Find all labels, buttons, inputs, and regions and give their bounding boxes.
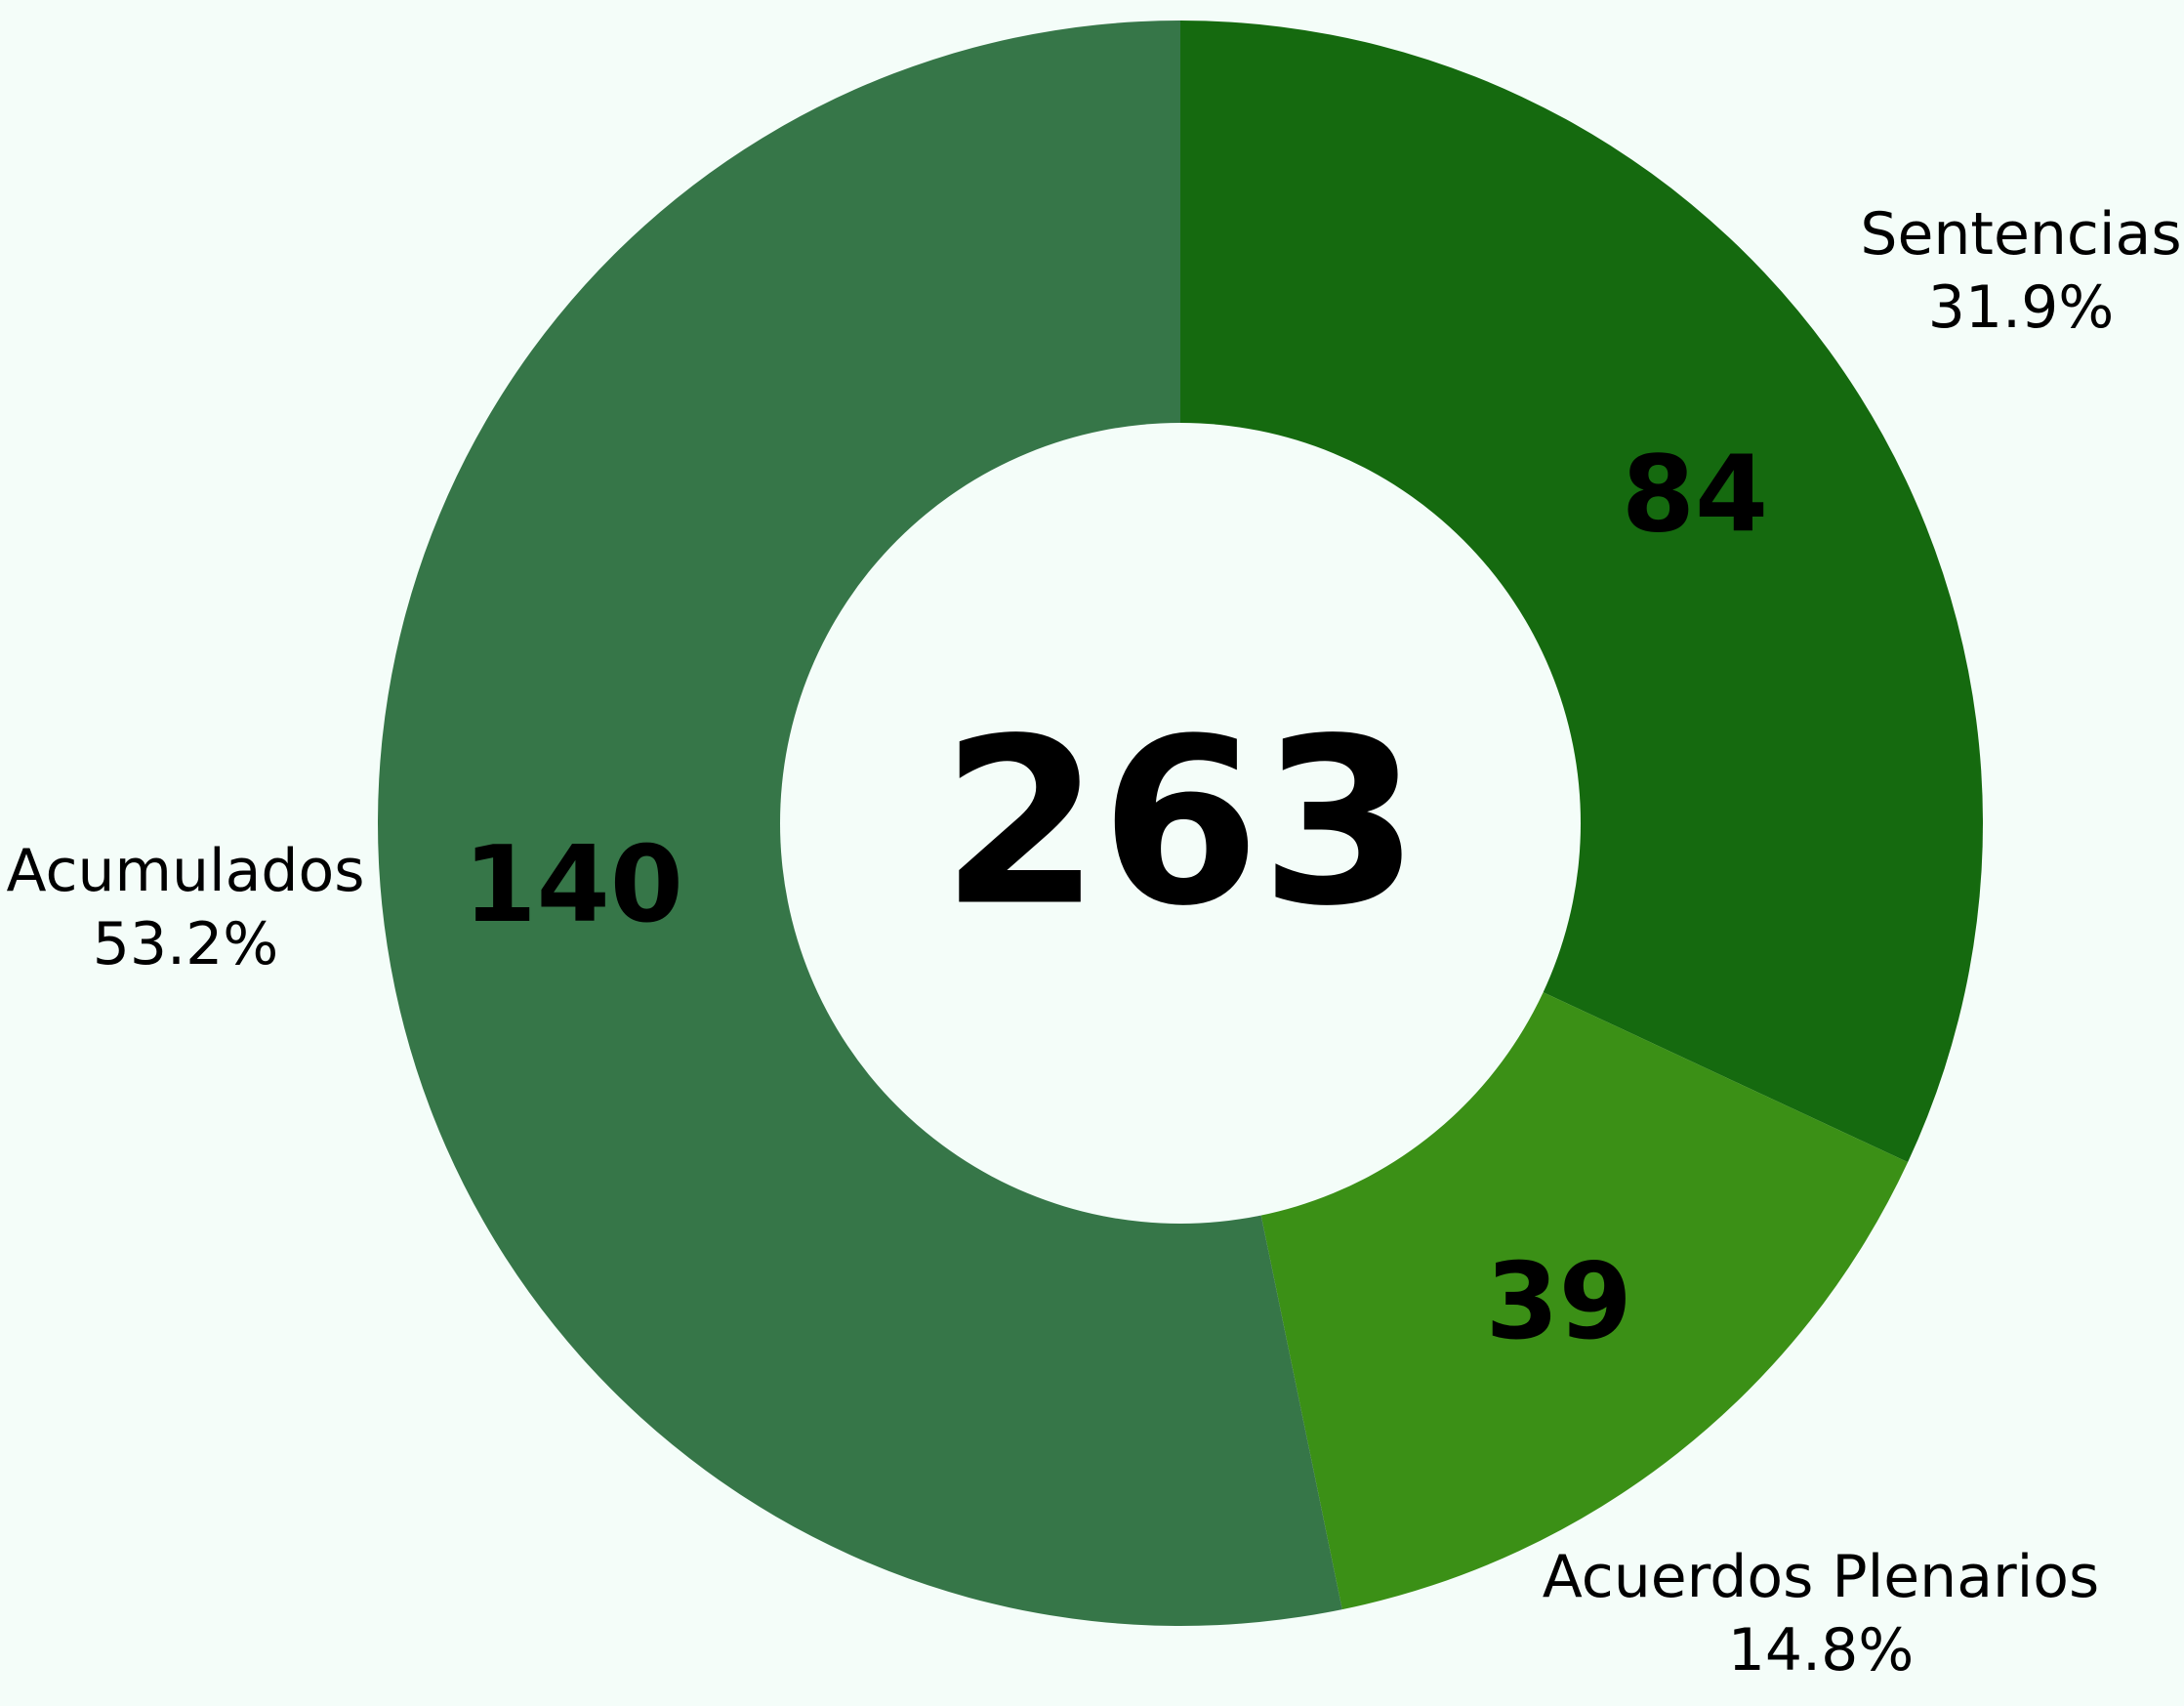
slice-name-label: Sentencias [1860,200,2181,269]
slice-percent-label: 14.8% [1728,1616,1915,1685]
donut-hole [780,423,1581,1224]
slice-percent-label: 31.9% [1928,273,2115,342]
slice-percent-label: 53.2% [93,910,279,978]
slice-value-label: 84 [1622,435,1768,557]
slice-value-labels: 84 39 140 [463,435,1768,1363]
slice-name-label: Acumulados [7,837,365,905]
slice-value-label: 140 [463,824,682,946]
slice-name-label: Acuerdos Plenarios [1543,1543,2100,1611]
center-total-value: 263 [941,690,1421,957]
slice-value-label: 39 [1485,1241,1631,1363]
